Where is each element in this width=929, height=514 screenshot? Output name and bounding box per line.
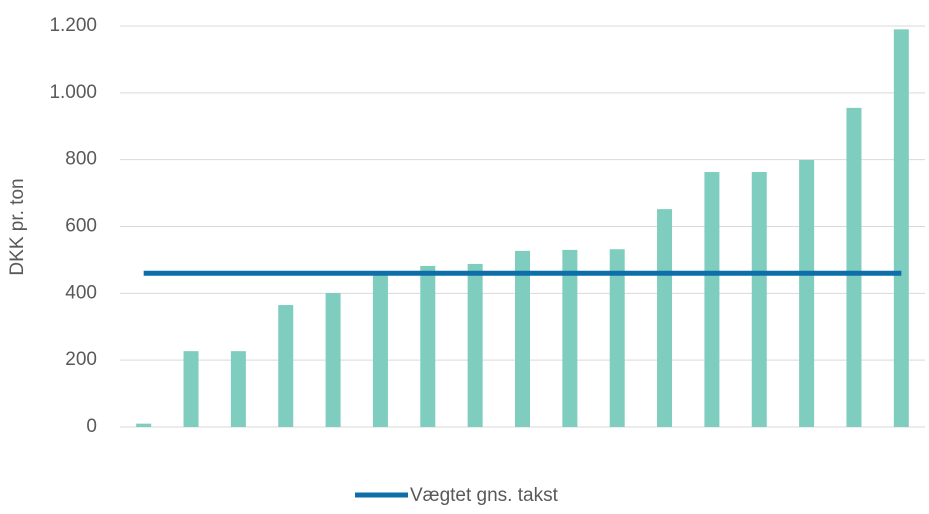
y-tick-label: 400 bbox=[65, 282, 97, 303]
y-tick-label: 600 bbox=[65, 216, 97, 237]
bar bbox=[278, 305, 294, 427]
bar bbox=[183, 351, 199, 427]
bar bbox=[846, 107, 862, 427]
bar bbox=[609, 249, 625, 427]
bar bbox=[325, 292, 341, 427]
y-axis-label: DKK pr. ton bbox=[7, 178, 28, 275]
y-tick-label: 200 bbox=[65, 349, 97, 370]
bar bbox=[562, 249, 578, 427]
y-tick-label: 1.200 bbox=[49, 15, 97, 36]
bar bbox=[799, 160, 815, 427]
y-tick-label: 800 bbox=[65, 149, 97, 170]
y-tick-label: 0 bbox=[86, 416, 97, 437]
bar bbox=[515, 250, 530, 427]
bar bbox=[704, 172, 720, 427]
bar bbox=[893, 29, 909, 427]
bar bbox=[420, 265, 436, 427]
bar bbox=[372, 273, 388, 427]
bar bbox=[657, 209, 673, 427]
legend-label: Vægtet gns. takst bbox=[410, 485, 559, 506]
bar bbox=[136, 423, 152, 427]
bar bbox=[230, 351, 246, 427]
bar bbox=[467, 263, 483, 427]
bar bbox=[751, 172, 767, 427]
y-tick-label: 1.000 bbox=[49, 82, 97, 103]
